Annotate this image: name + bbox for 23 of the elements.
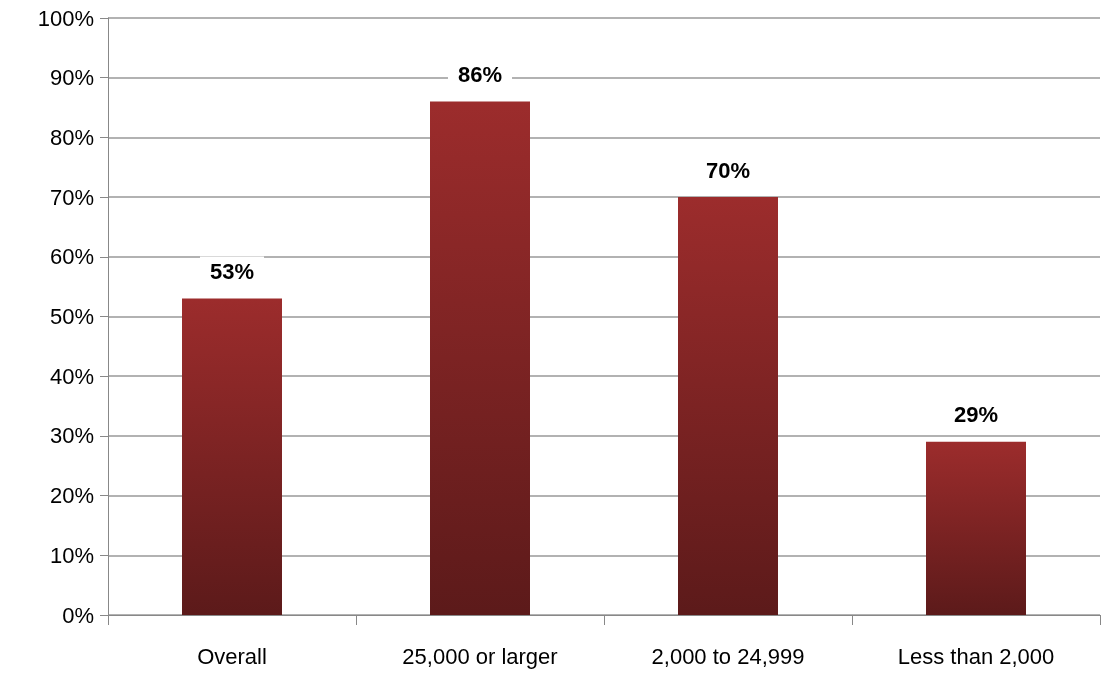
bar	[430, 101, 530, 615]
y-tick-label: 90%	[49, 65, 94, 91]
y-tick-label: 40%	[49, 363, 94, 389]
y-tick-label: 100%	[37, 5, 94, 31]
y-tick-label: 10%	[49, 542, 94, 568]
y-tick-label: 60%	[49, 244, 94, 270]
x-tick-label: 25,000 or larger	[402, 643, 558, 669]
y-tick-label: 0%	[62, 602, 94, 628]
data-label: 70%	[705, 157, 751, 183]
bar	[926, 441, 1026, 615]
bar	[678, 197, 778, 615]
data-label: 29%	[953, 402, 999, 428]
y-tick-label: 50%	[49, 304, 94, 329]
y-tick-label: 20%	[49, 483, 94, 509]
y-tick-label: 70%	[49, 184, 94, 210]
y-tick-label: 80%	[49, 124, 94, 150]
bar	[182, 298, 282, 615]
x-tick-label: 2,000 to 24,999	[651, 643, 805, 669]
x-tick-label: Overall	[197, 643, 267, 669]
x-tick-label: Less than 2,000	[897, 643, 1055, 669]
data-label: 86%	[457, 62, 503, 88]
y-tick-label: 30%	[49, 423, 94, 449]
data-label: 53%	[209, 259, 255, 285]
